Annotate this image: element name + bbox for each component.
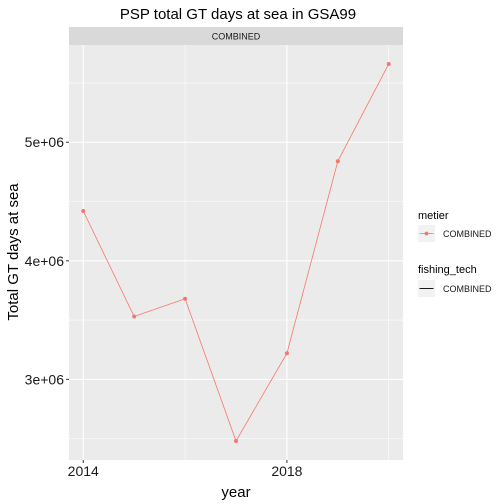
data-point (234, 439, 238, 444)
facet-strip-label: COMBINED (212, 32, 261, 42)
x-tick-labels: 2014 2018 (68, 463, 303, 479)
y-axis-title: Total GT days at sea (5, 183, 22, 321)
legend-title-metier: metier (418, 210, 449, 222)
legend-key-metier-point (424, 231, 429, 236)
grid-major (69, 45, 403, 460)
data-point (81, 209, 86, 213)
y-tick-labels: 3e+06 4e+06 5e+06 (25, 134, 65, 387)
y-tick-label: 4e+06 (25, 253, 65, 269)
data-point (386, 61, 391, 66)
x-tick-label: 2018 (271, 463, 302, 479)
y-tick-label: 5e+06 (25, 134, 65, 150)
legend-title-fishing-tech: fishing_tech (418, 264, 477, 276)
legend: metier COMBINED fishing_tech COMBINED (418, 210, 492, 297)
y-tick-label: 3e+06 (25, 371, 65, 387)
legend-label-fishing-tech: COMBINED (443, 284, 492, 294)
facet-strip (69, 27, 403, 45)
data-point (183, 296, 188, 301)
data-point (335, 159, 340, 164)
grid-minor (69, 45, 403, 460)
data-point (284, 351, 289, 356)
legend-label-metier: COMBINED (443, 229, 492, 239)
x-tick-label: 2014 (68, 463, 99, 479)
x-axis-title: year (221, 484, 250, 501)
axis-ticks (66, 141, 288, 463)
data-point (132, 314, 137, 319)
series-layer (81, 61, 391, 444)
plot-panel (69, 45, 403, 460)
chart-title: PSP total GT days at sea in GSA99 (120, 6, 356, 23)
